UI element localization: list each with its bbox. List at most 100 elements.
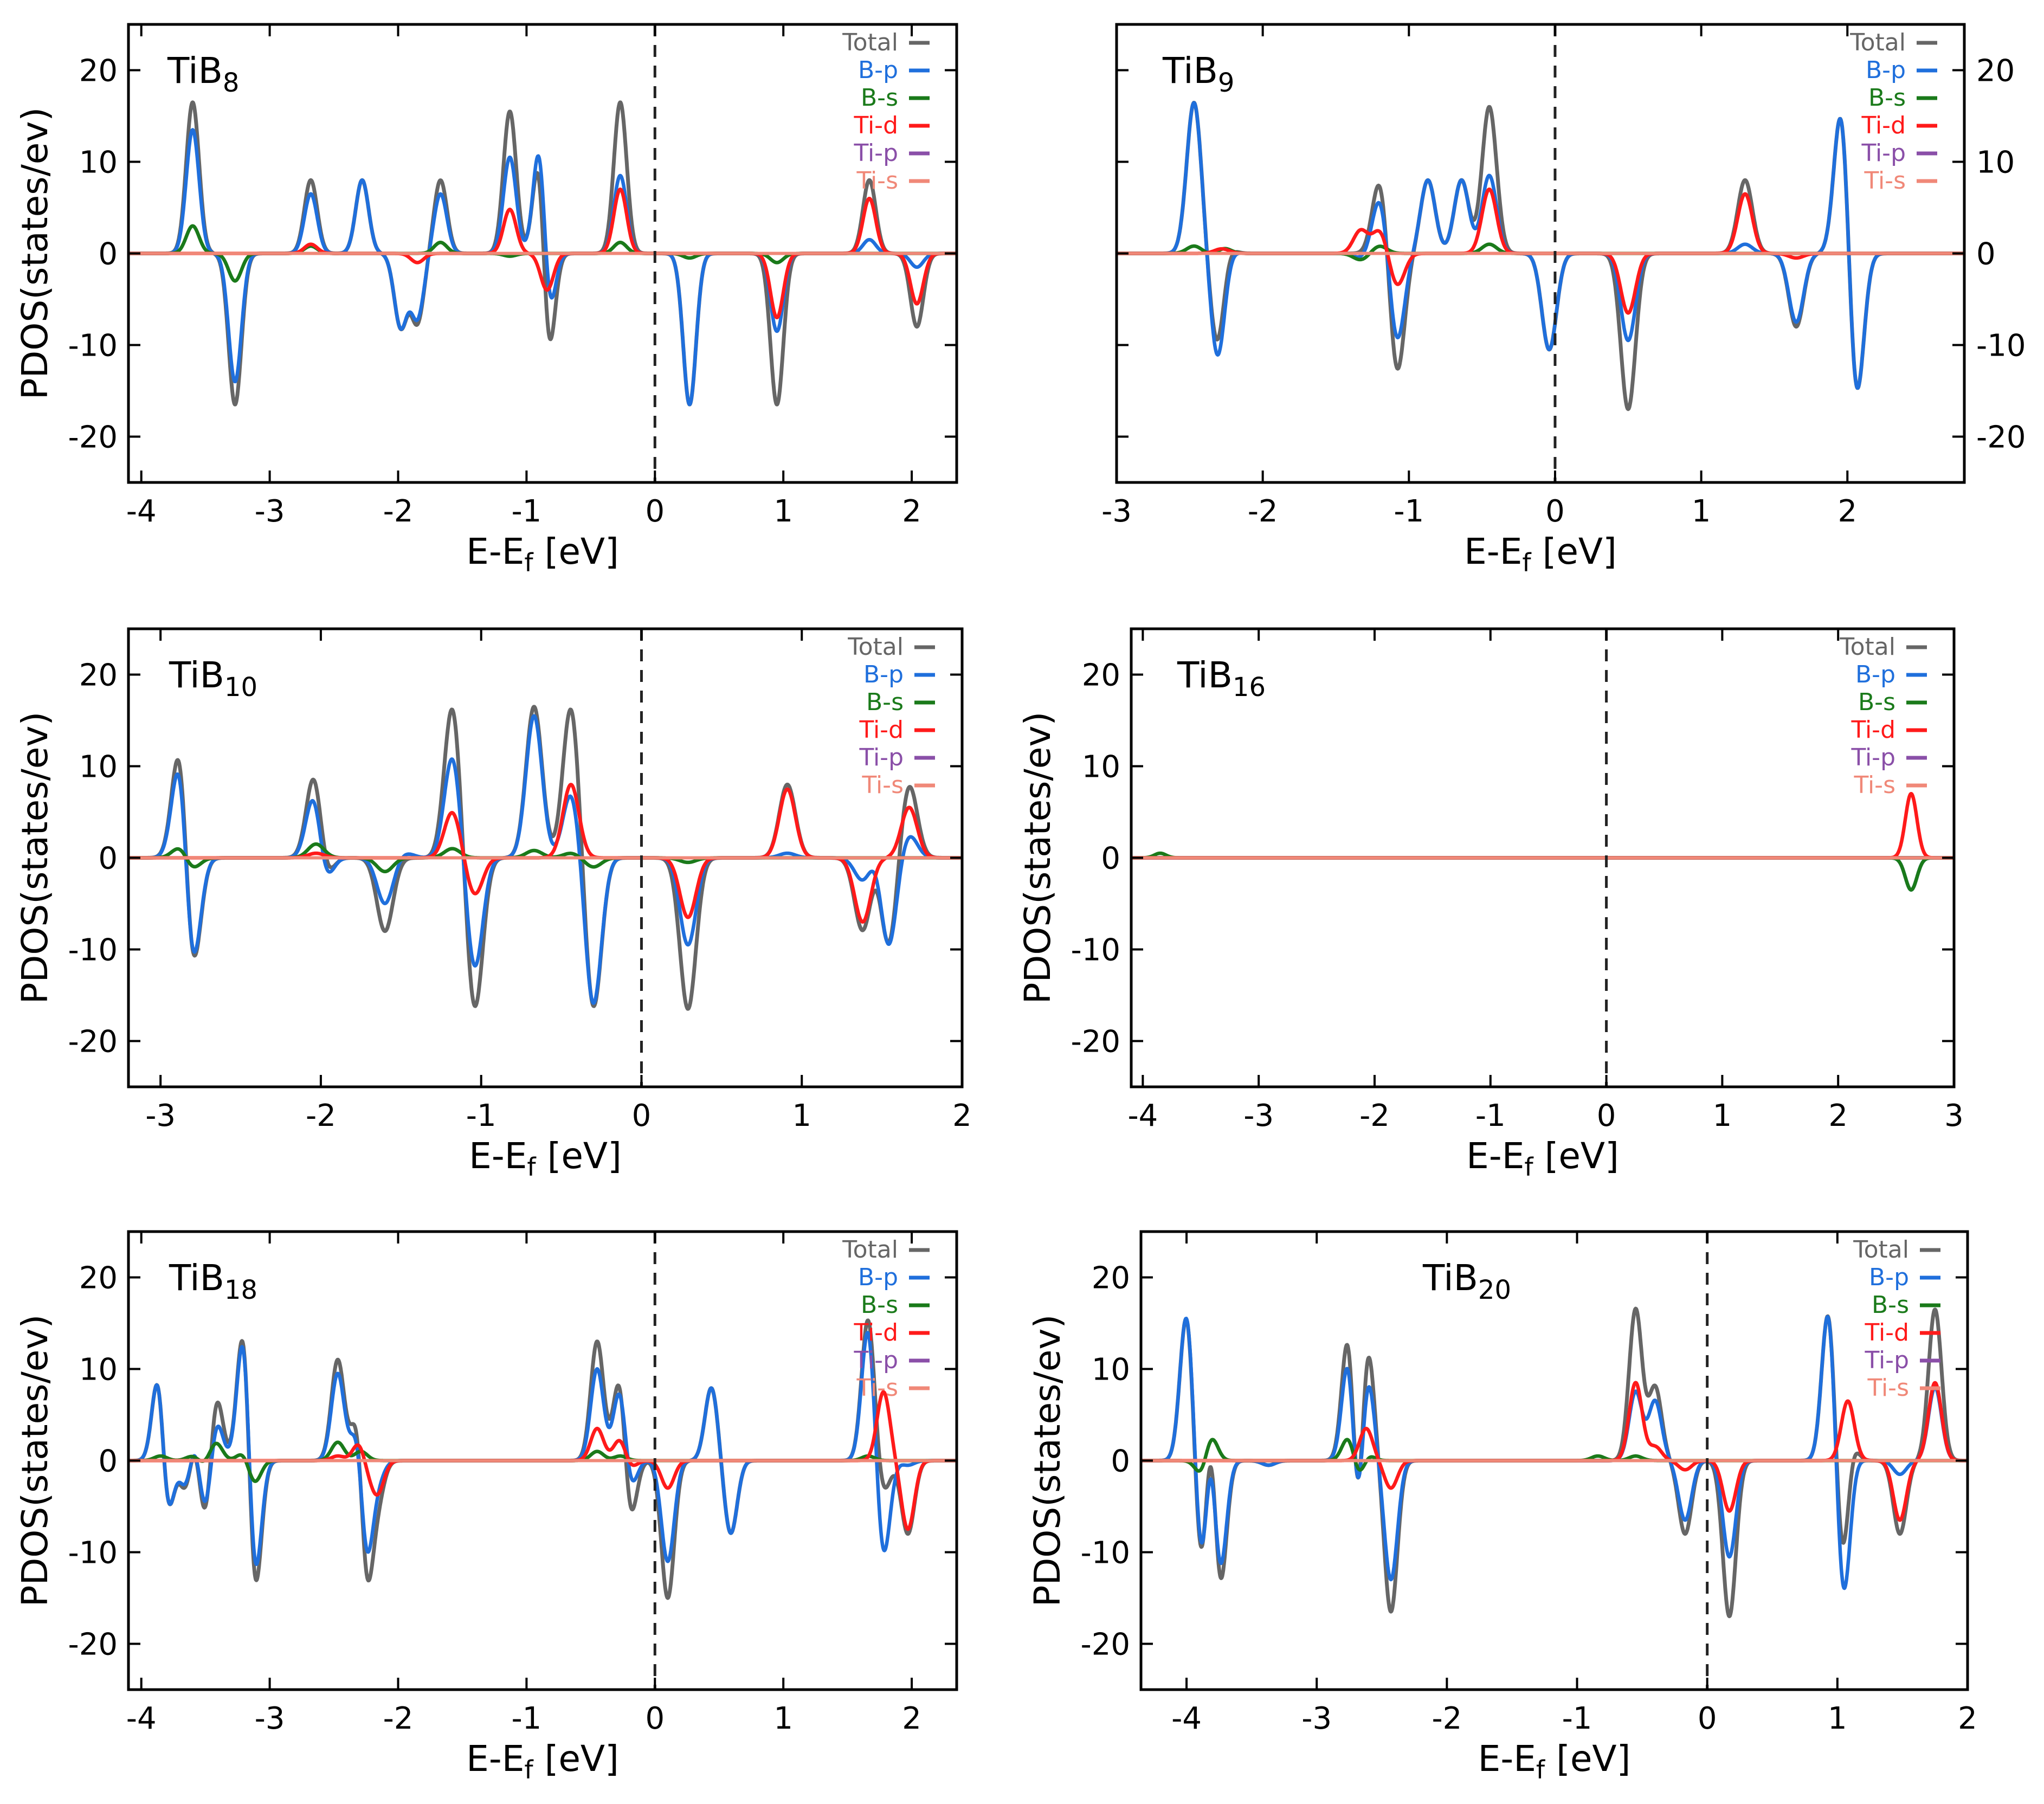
- legend-label-b-s: B-s: [861, 1291, 898, 1319]
- x-tick-label: 2: [952, 1098, 972, 1133]
- legend-label-ti-d: Ti-d: [1864, 1319, 1909, 1346]
- x-tick-label: 1: [773, 1701, 793, 1736]
- y-tick-label: 20: [1092, 1261, 1130, 1296]
- legend-label-ti-s: Ti-s: [1864, 167, 1906, 195]
- curves: [128, 1318, 957, 1600]
- legend-label-ti-d: Ti-d: [853, 112, 898, 139]
- legend-label-b-s: B-s: [1858, 688, 1895, 716]
- y-tick-label: 20: [79, 1261, 118, 1296]
- legend-label-b-p: B-p: [1869, 1264, 1909, 1291]
- legend-label-ti-p: Ti-p: [1864, 1346, 1909, 1374]
- series-b-p-line: [128, 1331, 957, 1567]
- y-axis-label: PDOS(states/ev): [1017, 712, 1059, 1004]
- legend-label-b-s: B-s: [866, 688, 904, 716]
- curves: [1131, 792, 1954, 892]
- x-tick-label: 0: [1597, 1098, 1616, 1133]
- legend-label-b-s: B-s: [1868, 84, 1906, 112]
- y-tick-label: 0: [98, 237, 118, 272]
- legend-label-b-p: B-p: [1855, 661, 1895, 688]
- x-tick-label: 0: [1698, 1701, 1717, 1736]
- x-axis-label: E-Ef [eV]: [466, 531, 619, 577]
- legend-label-ti-p: Ti-p: [1850, 744, 1895, 771]
- x-tick-label: 2: [1958, 1701, 1977, 1736]
- y-tick-label: 0: [1101, 841, 1120, 877]
- y-tick-label: -10: [1081, 1536, 1130, 1571]
- legend-label-ti-d: Ti-d: [859, 716, 904, 744]
- y-tick-label: -10: [68, 328, 118, 364]
- x-tick-label: -1: [1394, 494, 1424, 529]
- x-tick-label: 2: [1837, 494, 1857, 529]
- x-tick-label: -2: [383, 494, 414, 529]
- x-tick-label: 1: [1828, 1701, 1847, 1736]
- legend-label-ti-p: Ti-p: [1861, 139, 1906, 167]
- y-tick-label: 10: [79, 1352, 118, 1388]
- x-axis-label: E-Ef [eV]: [466, 1738, 619, 1784]
- series-b-p-line: [1117, 101, 1964, 390]
- x-tick-label: -3: [1243, 1098, 1274, 1133]
- y-tick-label: 10: [79, 750, 118, 785]
- curves: [1117, 101, 1964, 411]
- y-tick-label: 0: [98, 841, 118, 877]
- y-tick-label: -20: [68, 1025, 118, 1060]
- x-tick-label: 0: [645, 1701, 665, 1736]
- y-axis-label: PDOS(states/ev): [14, 107, 56, 400]
- x-tick-label: -2: [1248, 494, 1278, 529]
- legend-label-ti-d: Ti-d: [1861, 112, 1906, 139]
- y-tick-label: -20: [68, 420, 118, 455]
- x-tick-label: 3: [1944, 1098, 1964, 1133]
- x-tick-label: -2: [1432, 1701, 1462, 1736]
- legend-label-ti-s: Ti-s: [1867, 1374, 1909, 1402]
- y-tick-label: 0: [1976, 237, 1996, 272]
- legend-label-ti-p: Ti-p: [853, 1346, 898, 1374]
- x-tick-label: 1: [773, 494, 793, 529]
- x-tick-label: -4: [1127, 1098, 1158, 1133]
- legend-label-total: Total: [842, 1236, 898, 1264]
- y-axis-label: PDOS(states/ev): [1027, 1315, 1068, 1607]
- x-axis-label: E-Ef [eV]: [469, 1135, 622, 1182]
- legend-label-ti-s: Ti-s: [1853, 771, 1895, 799]
- legend-label-b-p: B-p: [1866, 56, 1906, 84]
- legend-label-ti-s: Ti-s: [861, 771, 904, 799]
- legend-label-ti-s: Ti-s: [856, 167, 898, 195]
- y-tick-label: 10: [1082, 750, 1120, 785]
- legend-label-ti-p: Ti-p: [853, 139, 898, 167]
- x-tick-label: -1: [466, 1098, 497, 1133]
- y-tick-label: 0: [98, 1444, 118, 1479]
- curves: [1141, 1306, 1968, 1619]
- curves: [128, 705, 962, 1011]
- curves: [128, 100, 957, 407]
- y-tick-label: 10: [1092, 1352, 1130, 1388]
- x-tick-label: -3: [1101, 494, 1132, 529]
- series-ti-d-line: [1131, 792, 1954, 860]
- x-tick-label: -3: [145, 1098, 176, 1133]
- y-tick-label: 10: [79, 145, 118, 181]
- series-total-line: [1141, 1306, 1968, 1619]
- series-b-p-line: [1131, 856, 1954, 892]
- legend-label-b-s: B-s: [1872, 1291, 1909, 1319]
- y-tick-label: -20: [1976, 420, 2026, 455]
- series-ti-d-line: [1141, 1381, 1968, 1522]
- y-tick-label: -10: [68, 933, 118, 968]
- y-tick-label: 20: [1082, 658, 1120, 693]
- x-tick-label: -2: [306, 1098, 336, 1133]
- x-tick-label: -1: [511, 1701, 541, 1736]
- legend-label-ti-d: Ti-d: [853, 1319, 898, 1346]
- panel-title: TiB16: [1177, 654, 1266, 703]
- x-tick-label: -1: [1562, 1701, 1592, 1736]
- y-tick-label: 20: [79, 658, 118, 693]
- x-tick-label: 0: [645, 494, 665, 529]
- x-tick-label: -4: [126, 494, 157, 529]
- y-tick-label: -10: [1976, 328, 2026, 364]
- y-tick-label: -10: [1071, 933, 1120, 968]
- legend-label-total: Total: [842, 29, 898, 56]
- legend-label-ti-p: Ti-p: [859, 744, 904, 771]
- x-tick-label: -1: [1475, 1098, 1506, 1133]
- x-tick-label: -2: [1359, 1098, 1390, 1133]
- legend-label-b-p: B-p: [858, 56, 898, 84]
- y-axis-label: PDOS(states/ev): [14, 712, 56, 1004]
